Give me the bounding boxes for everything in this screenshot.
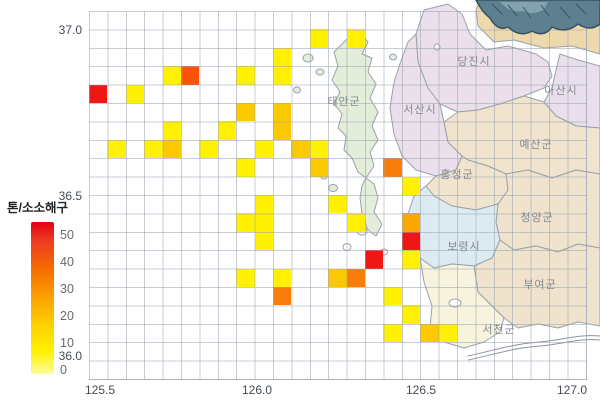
region-label-asan: 아산시: [544, 84, 577, 97]
y-axis-tick: 36.5: [58, 189, 82, 203]
region-label-buyeo: 부여군: [523, 278, 556, 291]
region-label-seocheon: 서천군: [482, 322, 515, 336]
colorbar-title: 톤/소소해구: [7, 201, 68, 215]
x-axis-tick: 127.0: [556, 383, 588, 397]
region-label-seosan: 서산시: [403, 103, 436, 116]
region-label-hongseong: 홍성군: [440, 167, 473, 181]
colorbar-tick-label: 10: [60, 336, 74, 350]
colorbar-tick-label: 20: [60, 309, 74, 323]
colorbar-tick-label: 30: [60, 282, 74, 296]
region-label-cheongyang: 청양군: [520, 211, 553, 224]
overlay-map: 당진시 아산시 서산시 태안군 예산군 홍성군 청양군 보령시 부여군 서천군: [327, 0, 600, 336]
colorbar: [31, 222, 54, 374]
region-label-yesan: 예산군: [519, 138, 552, 151]
colorbar-tick-label: 40: [60, 255, 74, 269]
x-axis-tick: 125.5: [84, 383, 116, 397]
y-axis-tick: 37.0: [58, 23, 82, 37]
colorbar-tick-label: 0: [60, 363, 67, 377]
x-axis-tick: 126.0: [241, 383, 273, 397]
colorbar-tick-label: 50: [60, 228, 74, 242]
region-label-taean: 태안군: [327, 95, 360, 108]
region-label-dangjin: 당진시: [457, 55, 490, 68]
region-label-boryeong: 보령시: [447, 240, 480, 253]
y-axis-tick: 36.0: [58, 349, 82, 363]
x-axis-tick: 126.5: [405, 383, 437, 397]
